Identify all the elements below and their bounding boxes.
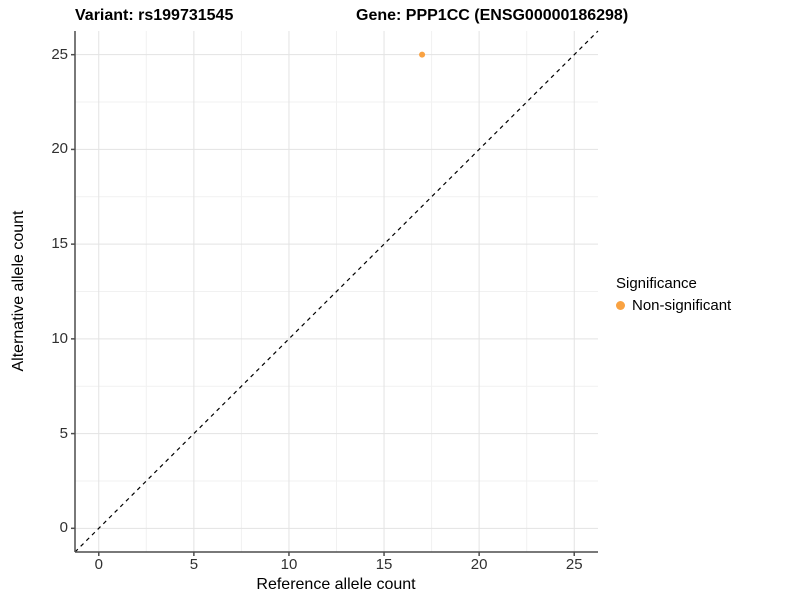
y-tick-label: 5 [59,424,68,442]
plot-title-gene: Gene: PPP1CC (ENSG00000186298) [356,7,629,24]
y-axis-title: Alternative allele count [10,210,27,372]
data-point [419,51,426,58]
x-tick-label: 10 [280,556,298,573]
x-tick-label: 25 [565,556,583,573]
x-tick-label: 0 [94,556,103,573]
legend-point-icon [616,301,625,310]
legend-item-non-significant: Non-significant [616,297,731,314]
y-tick-label: 25 [51,45,68,63]
y-tick-label: 10 [51,329,68,347]
legend-item-label: Non-significant [632,297,732,314]
x-tick-label: 15 [375,556,393,573]
y-tick-label: 0 [59,519,68,537]
x-axis-title: Reference allele count [256,576,416,593]
y-tick-label: 20 [51,140,68,158]
legend: Significance Non-significant [616,275,731,314]
y-tick-label: 15 [51,235,68,253]
x-tick-label: 20 [470,556,488,573]
plot-title-variant: Variant: rs199731545 [75,7,234,24]
legend-title: Significance [616,275,697,292]
x-tick-label: 5 [189,556,199,573]
identity-line [74,30,599,553]
